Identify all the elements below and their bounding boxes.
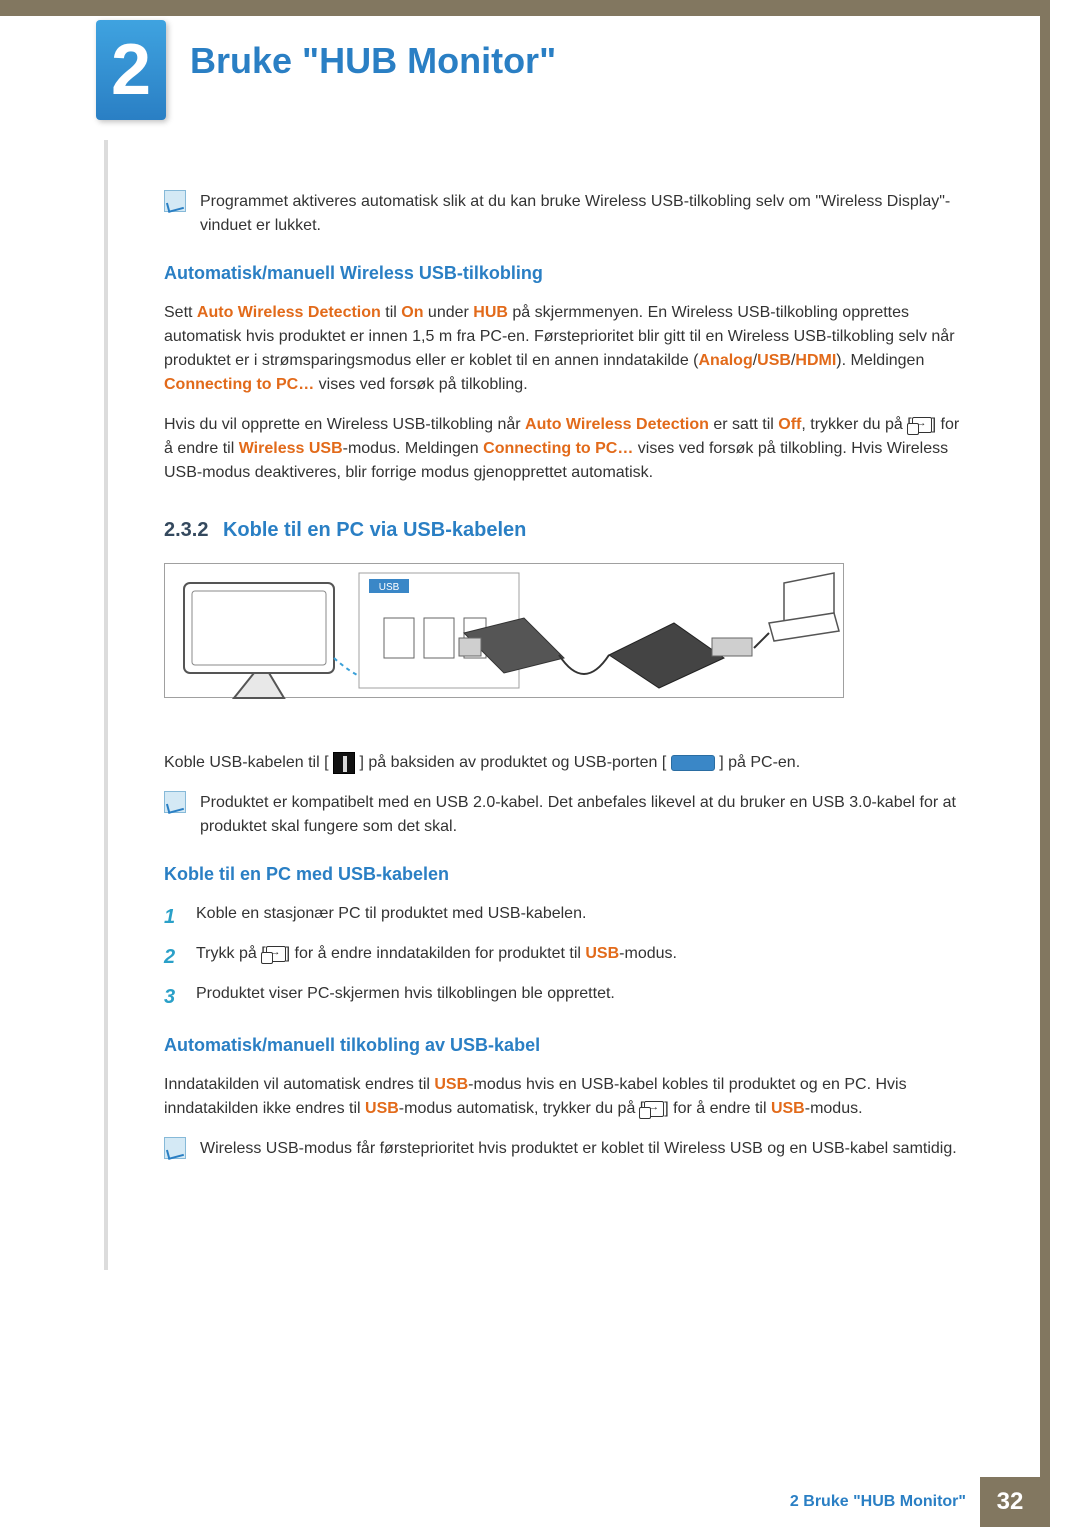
kw-hdmi: HDMI — [795, 352, 836, 369]
text: ] på baksiden av produktet og USB-porten… — [359, 754, 666, 771]
kw-auto-wireless-detection: Auto Wireless Detection — [525, 416, 709, 433]
step-text: Trykk på [ ] for å endre inndatakilden fo… — [196, 942, 677, 972]
compat-note-text: Produktet er kompatibelt med en USB 2.0-… — [200, 791, 964, 839]
footer-chapter-ref: 2 Bruke "HUB Monitor" — [790, 1493, 966, 1511]
section-title: Koble til en PC via USB-kabelen — [223, 519, 526, 541]
note-icon — [164, 791, 186, 813]
text: Sett — [164, 304, 197, 321]
svg-text:USB: USB — [379, 582, 400, 593]
step-number: 3 — [164, 982, 182, 1012]
text: ] på PC-en. — [719, 754, 800, 771]
step-text: Produktet viser PC-skjermen hvis tilkobl… — [196, 982, 615, 1012]
auto-wireless-p1: Sett Auto Wireless Detection til On unde… — [164, 301, 964, 397]
kw-analog: Analog — [699, 352, 753, 369]
text: Trykk på [ — [196, 945, 266, 962]
kw-usb: USB — [434, 1076, 468, 1093]
auto-wireless-p2: Hvis du vil opprette en Wireless USB-til… — [164, 413, 964, 485]
text: Koble USB-kabelen til [ — [164, 754, 329, 771]
priority-note: Wireless USB-modus får førsteprioritet h… — [164, 1137, 964, 1161]
connect-line: Koble USB-kabelen til [ ] på baksiden av… — [164, 751, 964, 775]
kw-wireless-usb: Wireless USB — [239, 440, 343, 457]
usb-connection-diagram: USB — [164, 563, 964, 731]
text: -modus. — [619, 945, 677, 962]
footer-page-number: 32 — [980, 1477, 1040, 1527]
source-button-icon — [912, 417, 932, 433]
kw-hub: HUB — [473, 304, 508, 321]
step-number: 2 — [164, 942, 182, 972]
right-brand-bar — [1040, 0, 1050, 1527]
kw-connecting: Connecting to PC… — [483, 440, 633, 457]
intro-note-text: Programmet aktiveres automatisk slik at … — [200, 190, 964, 238]
text: til — [381, 304, 401, 321]
compat-note: Produktet er kompatibelt med en USB 2.0-… — [164, 791, 964, 839]
text: ). Meldingen — [836, 352, 924, 369]
priority-note-text: Wireless USB-modus får førsteprioritet h… — [200, 1137, 964, 1161]
kw-off: Off — [778, 416, 801, 433]
kw-usb: USB — [771, 1100, 805, 1117]
text: -modus. — [805, 1100, 863, 1117]
kw-usb: USB — [585, 945, 619, 962]
section-number: 2.3.2 — [164, 519, 208, 541]
heading-connect-usb: Koble til en PC med USB-kabelen — [164, 861, 964, 888]
intro-note: Programmet aktiveres automatisk slik at … — [164, 190, 964, 238]
usb-port-icon — [333, 752, 355, 774]
note-icon — [164, 1137, 186, 1159]
auto-usb-p: Inndatakilden vil automatisk endres til … — [164, 1073, 964, 1121]
kw-usb: USB — [757, 352, 791, 369]
text: ] for å endre inndatakilden for produkte… — [286, 945, 586, 962]
source-button-icon — [644, 1101, 664, 1117]
step-text: Koble en stasjonær PC til produktet med … — [196, 902, 586, 932]
usb-connector-icon — [671, 755, 715, 771]
page-footer: 2 Bruke "HUB Monitor" 32 — [0, 1477, 1040, 1527]
text: -modus automatisk, trykker du på [ — [399, 1100, 644, 1117]
section-232-heading: 2.3.2 Koble til en PC via USB-kabelen — [164, 515, 964, 545]
text: under — [423, 304, 473, 321]
text: -modus. Meldingen — [343, 440, 484, 457]
note-icon — [164, 190, 186, 212]
heading-auto-usb: Automatisk/manuell tilkobling av USB-kab… — [164, 1032, 964, 1059]
heading-auto-wireless: Automatisk/manuell Wireless USB-tilkobli… — [164, 260, 964, 287]
source-button-icon — [266, 946, 286, 962]
top-brand-bar — [0, 0, 1040, 16]
text: vises ved forsøk på tilkobling. — [314, 376, 527, 393]
chapter-title: Bruke "HUB Monitor" — [190, 40, 556, 82]
left-margin-rule — [104, 140, 108, 1270]
step-number: 1 — [164, 902, 182, 932]
step-2: 2 Trykk på [ ] for å endre inndatakilden … — [164, 942, 964, 972]
text: , trykker du på [ — [801, 416, 911, 433]
text: er satt til — [709, 416, 778, 433]
step-1: 1 Koble en stasjonær PC til produktet me… — [164, 902, 964, 932]
step-3: 3 Produktet viser PC-skjermen hvis tilko… — [164, 982, 964, 1012]
kw-connecting: Connecting to PC… — [164, 376, 314, 393]
chapter-number-badge: 2 — [96, 20, 166, 120]
text: ] for å endre til — [664, 1100, 771, 1117]
steps-list: 1 Koble en stasjonær PC til produktet me… — [164, 902, 964, 1012]
kw-on: On — [401, 304, 423, 321]
page-content: Programmet aktiveres automatisk slik at … — [164, 190, 964, 1183]
text: Inndatakilden vil automatisk endres til — [164, 1076, 434, 1093]
kw-auto-wireless-detection: Auto Wireless Detection — [197, 304, 381, 321]
kw-usb: USB — [365, 1100, 399, 1117]
text: Hvis du vil opprette en Wireless USB-til… — [164, 416, 525, 433]
